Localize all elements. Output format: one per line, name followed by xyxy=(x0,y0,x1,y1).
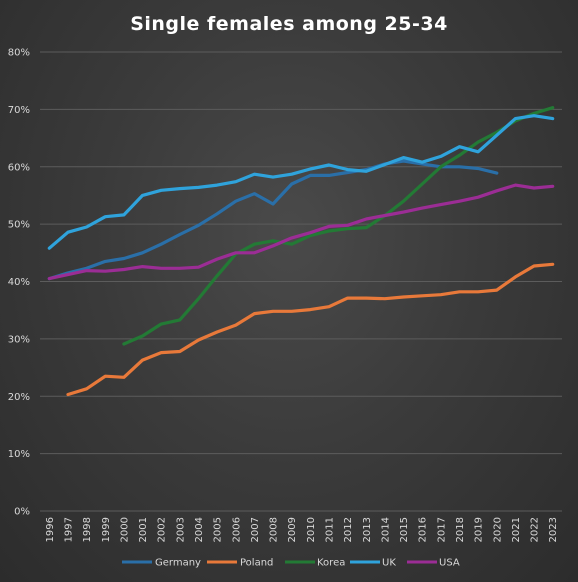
x-tick-label: 1998 xyxy=(82,517,93,542)
x-tick-label: 2011 xyxy=(324,517,335,542)
legend: Germany Poland Korea UK USA xyxy=(122,558,460,569)
x-tick-label: 2018 xyxy=(455,517,466,542)
x-tick-label: 2020 xyxy=(492,517,503,542)
y-tick-label: 50% xyxy=(8,220,30,231)
x-tick-label: 2001 xyxy=(138,517,149,542)
chart-title: Single females among 25-34 xyxy=(130,13,448,35)
y-tick-label: 80% xyxy=(8,48,30,59)
series-line-uk xyxy=(47,114,555,250)
x-tick-label: 2002 xyxy=(157,517,168,542)
series-line-poland xyxy=(66,262,555,397)
x-tick-label: 2014 xyxy=(380,517,391,542)
x-tick-label: 2009 xyxy=(287,517,298,542)
legend-label-germany: Germany xyxy=(155,558,201,569)
x-tick-label: 2019 xyxy=(474,517,485,542)
x-tick-label: 1997 xyxy=(63,517,74,542)
gridlines xyxy=(40,51,562,512)
legend-label-usa: USA xyxy=(439,558,460,569)
x-tick-label: 2010 xyxy=(306,517,317,542)
y-tick-label: 70% xyxy=(8,105,30,116)
x-tick-label: 2013 xyxy=(362,517,373,542)
legend-label-uk: UK xyxy=(382,558,396,569)
y-tick-label: 60% xyxy=(8,162,30,173)
x-tick-label: 2003 xyxy=(175,517,186,542)
y-tick-label: 10% xyxy=(8,449,30,460)
y-tick-label: 20% xyxy=(8,392,30,403)
x-tick-label: 2004 xyxy=(194,517,205,542)
legend-label-poland: Poland xyxy=(240,558,273,569)
x-tick-label: 2006 xyxy=(231,517,242,542)
series-line-germany xyxy=(47,159,499,281)
x-tick-label: 2015 xyxy=(399,517,410,542)
series-lines xyxy=(47,106,555,397)
y-axis-ticks: 0% 10% 20% 30% 40% 50% 60% 70% 80% xyxy=(8,48,30,518)
x-tick-label: 2008 xyxy=(269,517,280,542)
x-tick-label: 2005 xyxy=(213,517,224,542)
x-tick-label: 2000 xyxy=(119,517,130,542)
x-tick-label: 2022 xyxy=(530,517,541,542)
x-tick-label: 2021 xyxy=(511,517,522,542)
x-tick-label: 2017 xyxy=(436,517,447,542)
x-tick-label: 1999 xyxy=(101,517,112,542)
y-tick-label: 0% xyxy=(14,507,30,518)
legend-label-korea: Korea xyxy=(317,558,345,569)
x-tick-label: 2007 xyxy=(250,517,261,542)
y-tick-label: 40% xyxy=(8,277,30,288)
series-line-usa xyxy=(47,183,555,281)
series-line-korea xyxy=(122,106,555,346)
y-tick-label: 30% xyxy=(8,334,30,345)
x-tick-label: 2012 xyxy=(343,517,354,542)
x-axis-ticks: 1996 1997 1998 1999 2000 2001 2002 2003 2004 2005… xyxy=(45,517,559,542)
x-tick-label: 2016 xyxy=(418,517,429,542)
x-tick-label: 1996 xyxy=(45,517,56,542)
x-tick-label: 2023 xyxy=(548,517,559,542)
